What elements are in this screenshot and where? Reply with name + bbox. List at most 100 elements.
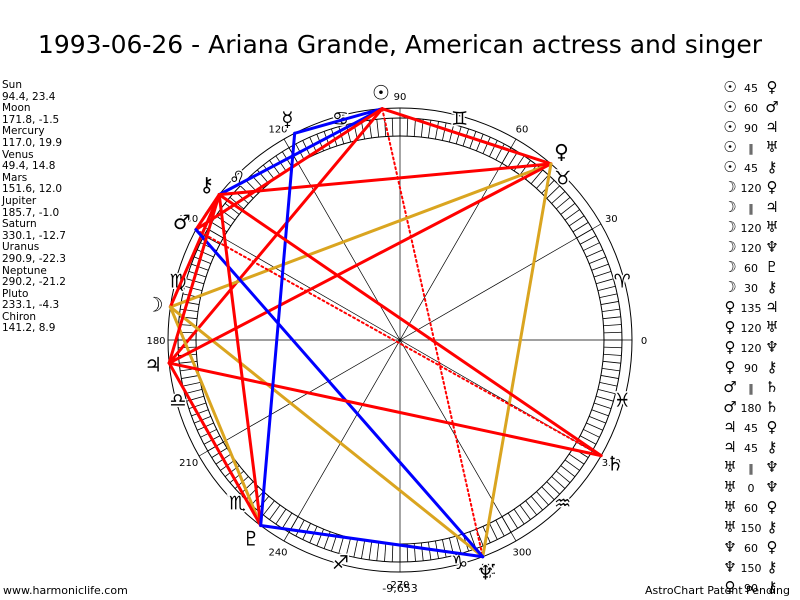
degree-tick [591,263,609,271]
degree-tick [229,470,244,484]
aspect-table-row: ♅ 150 ⚷ [722,517,800,537]
aspect-table-row: ♂ ‖ ♄ [722,377,800,397]
footer-website: www.harmoniclife.com [3,584,128,597]
degree-tick [191,263,209,271]
aspect-table-row: ☉ 90 ♃ [722,117,800,137]
degree-tick [331,128,338,147]
degree-tick [482,137,491,154]
degree-tick [269,504,281,520]
aspect-table-row: ☉ 45 ⚷ [722,157,800,177]
aspect-line-sun-venus [380,107,553,166]
degree-tick [536,174,549,189]
aspect-angle: 0 [747,482,755,495]
aspect-angle: 120 [740,222,762,235]
degree-tick [182,382,201,387]
aspect-table-row: ☽ 120 ♆ [722,237,800,257]
degree-tick [551,191,566,204]
aspect-planet-1: ☽ [723,198,737,216]
aspect-angle: 45 [744,82,758,95]
aspect-table-row: ☽ 120 ♀ [722,177,800,197]
planet-position-chiron: 141.2, 8.9 [2,322,56,335]
aspect-line-pluto-uranus [259,524,485,559]
planet-glyph-jupiter: ♃ [144,353,162,377]
degree-tick [184,285,203,292]
degree-tick [197,249,214,258]
degree-tick [600,375,619,379]
degree-label: 60 [516,125,529,136]
aspect-planet-2: ♆ [765,458,779,476]
aspect-planet-2: ♃ [765,198,779,216]
planet-glyph-venus: ♀ [554,140,569,164]
degree-tick [603,353,622,356]
zodiac-sign-glyph: ♋ [332,108,349,130]
aspect-line-mars-uranus [194,228,485,559]
planet-name-mars: Mars [2,171,28,184]
aspect-planet-1: ♀ [724,358,736,376]
degree-tick [560,203,576,215]
aspect-line-moon-venus [168,162,553,309]
degree-tick [368,541,373,560]
aspect-angle: 120 [740,182,762,195]
planet-position-mars: 151.6, 12.0 [2,183,63,196]
aspect-planet-2: ♅ [765,138,779,156]
zodiac-sign-glyph: ♏ [229,493,246,515]
planet-name-chiron: Chiron [2,310,37,323]
degree-label: 30 [605,214,618,225]
aspect-planet-1: ♃ [723,418,737,436]
planet-glyph-uranus: ♅ [480,560,498,584]
degree-tick [600,301,619,305]
aspect-line-sun-mercury [293,107,384,135]
aspect-planet-2: ⚷ [766,158,778,176]
degree-tick [476,528,484,546]
planet-position-venus: 49.4, 14.8 [2,160,56,173]
degree-tick [591,409,609,417]
aspect-planet-2: ♀ [766,538,778,556]
planet-glyph-chiron: ⚷ [199,173,214,197]
zodiac-sign-glyph: ♈ [614,270,631,292]
aspect-table-row: ♅ 0 ♆ [722,477,800,497]
degree-tick [269,160,281,176]
aspect-planet-1: ♀ [724,318,736,336]
degree-tick [588,256,606,264]
aspect-table-row: ♀ 90 ⚷ [722,357,800,377]
aspect-line-sun-uranus [381,107,484,558]
aspect-planet-2: ♀ [766,418,778,436]
planet-position-sun: 94.4, 23.4 [2,90,56,103]
degree-label: 210 [179,458,198,469]
degree-tick [579,235,597,245]
degree-tick [601,308,620,313]
degree-tick [546,481,560,495]
aspect-planet-2: ♅ [765,218,779,236]
aspect-planet-1: ☉ [723,138,737,156]
degree-tick [597,285,616,292]
degree-tick [338,535,345,554]
degree-tick [384,118,387,137]
degree-tick [568,453,585,465]
degree-label: 120 [268,125,287,136]
aspect-angle: 60 [744,502,758,515]
planet-glyph-neptune: ♆ [477,561,495,585]
aspect-angle: 45 [744,162,758,175]
degree-tick [525,500,537,516]
degree-tick [275,508,287,525]
degree-tick [361,540,365,559]
degree-tick [583,242,600,251]
planet-glyph-saturn: ♄ [606,452,624,476]
aspect-planet-1: ♂ [723,398,737,416]
planet-glyph-sun: ☉ [372,81,390,105]
degree-tick [556,196,571,210]
aspect-angle: 150 [740,562,762,575]
aspect-angle: 30 [744,282,758,295]
planet-name-saturn: Saturn [2,218,37,231]
aspect-table-row: ☉ ‖ ♅ [722,137,800,157]
degree-label: 150 [179,214,198,225]
degree-tick [181,375,200,379]
planet-position-list: Sun 94.4, 23.4 Moon 171.8, -1.5 Mercury 117.0… [2,79,66,335]
aspect-angle: 90 [744,362,758,375]
degree-tick [599,382,618,387]
aspect-angle: ‖ [748,382,754,395]
aspect-angle: 60 [744,262,758,275]
degree-tick [191,409,209,417]
degree-tick [495,519,505,537]
degree-tick [180,308,199,313]
